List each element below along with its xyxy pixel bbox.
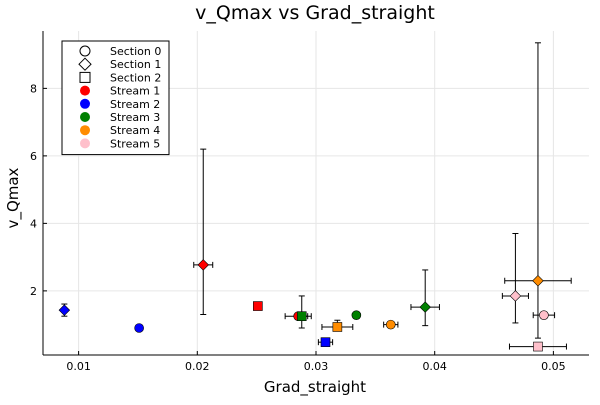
data-point [332, 322, 343, 332]
legend-label: Stream 1 [110, 85, 160, 98]
data-point [533, 341, 543, 352]
legend-label: Stream 3 [110, 111, 160, 124]
legend-label: Stream 2 [110, 98, 160, 111]
data-point [419, 301, 431, 313]
legend-box [61, 40, 170, 156]
data-point [197, 259, 209, 271]
y-tick-label: 4 [30, 217, 37, 230]
legend-marker [80, 125, 90, 136]
data-points [58, 259, 549, 352]
chart-title: v_Qmax vs Grad_straight [195, 2, 435, 24]
y-tick-label: 2 [30, 285, 37, 298]
x-ticks: 0.01 0.02 0.03 0.04 0.05 [66, 351, 566, 373]
x-tick-label: 0.03 [304, 360, 329, 373]
legend-label: Section 1 [110, 58, 161, 71]
data-point [509, 290, 522, 302]
legend-marker [79, 45, 91, 57]
legend-marker [80, 98, 90, 109]
y-tick-label: 6 [30, 150, 37, 163]
legend-label: Section 2 [110, 71, 161, 84]
x-axis-label: Grad_straight [264, 378, 366, 397]
legend-marker [78, 57, 92, 71]
legend-label: Stream 4 [110, 124, 160, 137]
data-point [253, 301, 263, 311]
y-ticks: 2 4 6 8 [30, 82, 47, 298]
data-point [532, 275, 544, 287]
legend-marker [80, 112, 90, 122]
x-tick-label: 0.04 [422, 360, 447, 373]
x-tick-label: 0.02 [185, 360, 210, 373]
legend-marker [79, 71, 91, 83]
legend-label: Section 0 [110, 45, 161, 58]
x-tick-label: 0.05 [541, 360, 566, 373]
x-tick-label: 0.01 [66, 360, 91, 373]
data-point [58, 304, 71, 316]
y-tick-label: 8 [30, 82, 37, 95]
data-point [385, 319, 396, 330]
legend-label: Stream 5 [110, 137, 160, 150]
grid [43, 31, 589, 355]
data-point [134, 323, 144, 333]
legend-marker [80, 138, 90, 149]
legend-marker [80, 85, 90, 96]
data-point [351, 310, 362, 320]
data-point [320, 337, 331, 347]
data-point [539, 310, 549, 320]
data-point [296, 311, 307, 321]
y-axis-label: v_Qmax [4, 167, 23, 228]
